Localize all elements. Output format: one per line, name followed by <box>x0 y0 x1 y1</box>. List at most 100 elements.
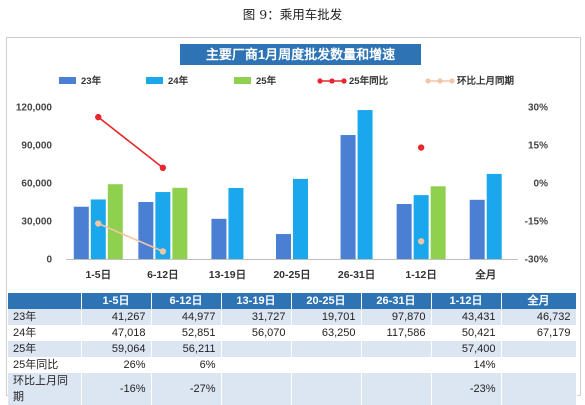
table-header-cell: 26-31日 <box>361 293 432 309</box>
table-cell: 44,977 <box>151 309 222 325</box>
table-cell: 59,064 <box>81 341 152 357</box>
table-cell: 6% <box>151 357 222 373</box>
bar-24年-全月 <box>486 173 502 259</box>
chart-title: 主要厂商1月周度批发数量和增速 <box>206 47 395 62</box>
bar-24年-26-31日 <box>357 110 373 259</box>
bar-25年-1-5日 <box>107 184 123 259</box>
point-环比上月同期-1-12日 <box>417 238 425 245</box>
legend-24-swatch <box>146 77 163 84</box>
table-header-cell: 1-5日 <box>81 293 152 309</box>
bar-23年-20-25日 <box>276 234 291 259</box>
table-header-cell: 全月 <box>501 293 577 309</box>
table-cell: 52,851 <box>151 325 222 341</box>
table-row: 25年同比 26% 6% 14% <box>8 357 577 373</box>
table-cell: 63,250 <box>291 325 362 341</box>
table-cell: 56,070 <box>221 325 292 341</box>
right-tick-label: 0% <box>534 179 549 190</box>
table-header-cell: 13-19日 <box>221 293 292 309</box>
point-25年同比-1-12日 <box>417 144 425 151</box>
table-cell: 57,400 <box>431 341 502 357</box>
x-tick-label: 全月 <box>474 268 496 281</box>
row-label: 24年 <box>8 325 82 341</box>
legend-25-swatch <box>234 77 251 84</box>
bar-23年-1-5日 <box>73 206 89 259</box>
table-cell <box>361 341 432 357</box>
legend-yoy-label: 25年同比 <box>349 75 389 87</box>
table-cell <box>501 357 577 373</box>
table-row: 23年 41,267 44,977 31,727 19,701 97,870 43,431 4… <box>8 309 577 325</box>
table-cell <box>501 341 577 357</box>
bar-23年-6-12日 <box>138 202 154 259</box>
x-tick-label: 26-31日 <box>338 269 375 281</box>
point-25年同比-6-12日 <box>159 164 167 171</box>
row-label: 23年 <box>8 309 82 325</box>
legend-25-label: 25年 <box>256 75 277 87</box>
legend-mom-marker-1 <box>437 78 443 84</box>
table-cell <box>291 357 362 373</box>
left-tick-label: 0 <box>46 255 52 266</box>
legend-mom-marker-0 <box>425 78 431 84</box>
legend-24-label: 24年 <box>168 75 189 87</box>
left-tick-label: 60,000 <box>21 179 52 190</box>
right-tick-label: -30% <box>525 255 548 266</box>
table-cell: -16% <box>81 373 152 405</box>
x-tick-label: 1-12日 <box>405 269 437 281</box>
table-cell: 97,870 <box>361 309 432 325</box>
row-label: 25年 <box>8 341 82 357</box>
x-tick-label: 1-5日 <box>85 269 111 281</box>
left-tick-label: 30,000 <box>21 217 52 228</box>
bar-25年-6-12日 <box>172 187 188 259</box>
table-row: 环比上月同期 -16% -27% -23% <box>8 373 577 405</box>
table-cell: 47,018 <box>81 325 152 341</box>
table-row: 24年 47,018 52,851 56,070 63,250 117,586 50,421… <box>8 325 577 341</box>
table-cell: 14% <box>431 357 502 373</box>
table-cell <box>221 341 292 357</box>
chart-title-banner <box>180 44 421 65</box>
table-cell <box>221 373 292 405</box>
bar-24年-13-19日 <box>228 187 244 259</box>
row-label: 环比上月同期 <box>8 373 82 405</box>
bar-23年-26-31日 <box>340 135 356 259</box>
point-环比上月同期-6-12日 <box>159 248 167 255</box>
right-tick-label: 30% <box>528 103 548 114</box>
legend-yoy-marker-2 <box>341 78 347 84</box>
table-cell: 31,727 <box>221 309 292 325</box>
table-header-cell <box>8 293 82 309</box>
bar-24年-20-25日 <box>293 178 308 259</box>
table-header-cell: 20-25日 <box>291 293 362 309</box>
table-cell: 117,586 <box>361 325 432 341</box>
table-header-cell: 1-12日 <box>431 293 502 309</box>
table-body: 23年 41,267 44,977 31,727 19,701 97,870 43,431 4… <box>8 309 577 405</box>
row-label: 25年同比 <box>8 357 82 373</box>
table-cell: 50,421 <box>431 325 502 341</box>
table-row: 25年 59,064 56,211 57,400 <box>8 341 577 357</box>
table-cell <box>221 357 292 373</box>
table-cell <box>361 357 432 373</box>
bar-23年-13-19日 <box>211 218 227 259</box>
bar-24年-6-12日 <box>155 192 171 259</box>
bar-23年-1-12日 <box>396 203 412 259</box>
table-cell <box>291 373 362 405</box>
table-cell: 46,732 <box>501 309 577 325</box>
x-tick-label: 6-12日 <box>147 269 179 281</box>
legend-yoy-marker-0 <box>317 78 323 84</box>
table-header-cell: 6-12日 <box>151 293 222 309</box>
legend-mom-label: 环比上月同期 <box>457 75 514 87</box>
left-tick-label: 120,000 <box>16 103 53 114</box>
bar-24年-1-5日 <box>90 199 106 259</box>
line-环比上月同期 <box>97 222 164 253</box>
data-table: 1-5日 6-12日 13-19日 20-25日 26-31日 1-12日 全月 23年 41… <box>8 293 577 405</box>
left-tick-label: 90,000 <box>21 141 52 152</box>
legend-23-swatch <box>59 77 76 84</box>
legend-yoy-marker-1 <box>329 78 335 84</box>
table-header-row: 1-5日 6-12日 13-19日 20-25日 26-31日 1-12日 全月 <box>8 293 577 309</box>
bar-25年-1-12日 <box>430 186 446 259</box>
line-25年同比 <box>97 116 164 169</box>
table-cell: -27% <box>151 373 222 405</box>
legend-mom-marker-2 <box>449 78 455 84</box>
table-cell <box>361 373 432 405</box>
bar-24年-1-12日 <box>413 195 429 259</box>
point-25年同比-1-5日 <box>95 113 102 121</box>
table-cell: -23% <box>431 373 502 405</box>
